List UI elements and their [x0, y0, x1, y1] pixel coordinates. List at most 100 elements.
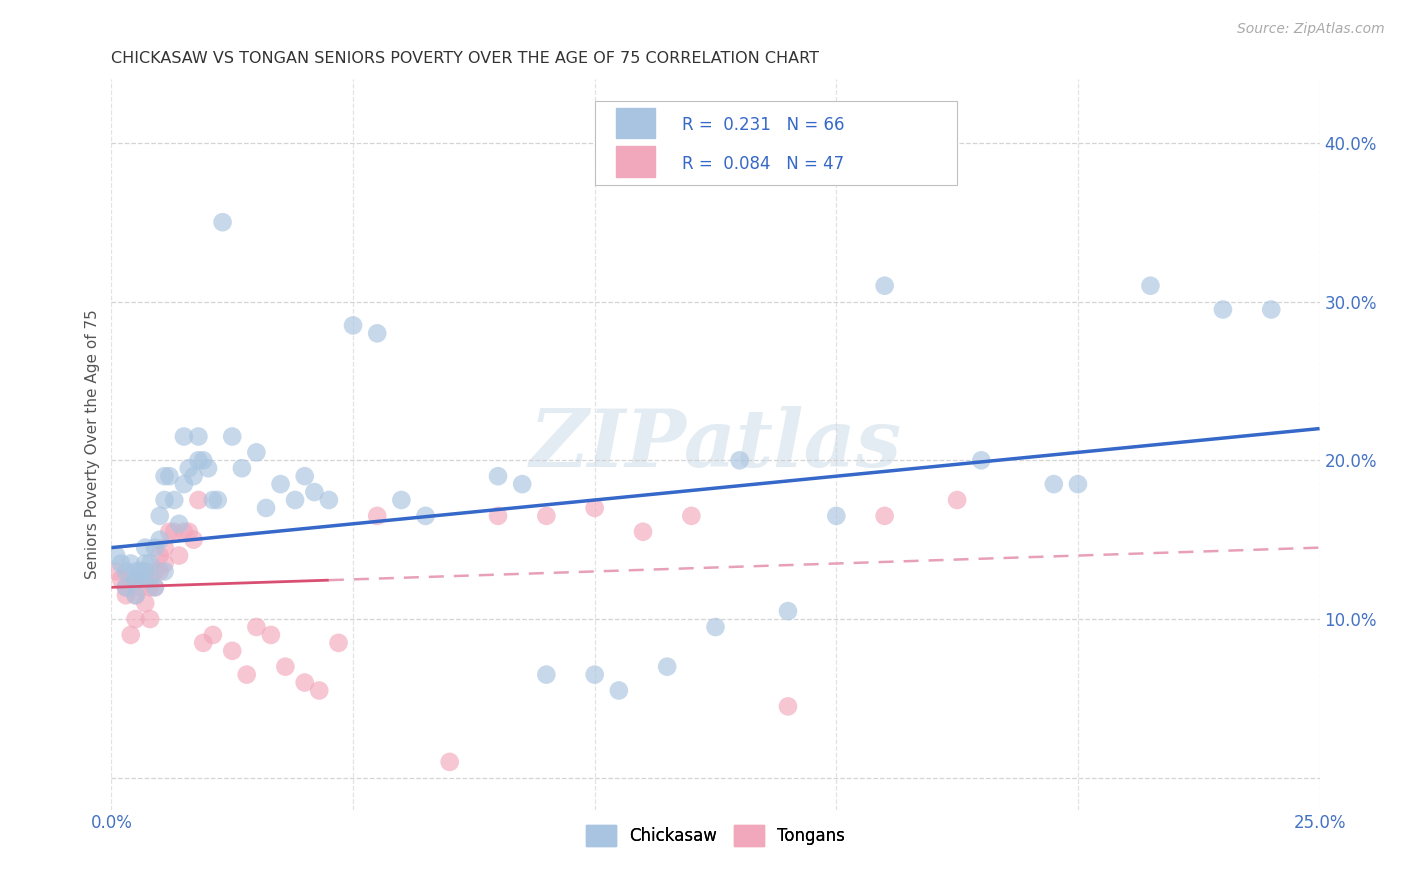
Text: ZIPatlas: ZIPatlas: [530, 406, 901, 483]
Point: [139, 573, 162, 587]
Point: [260, 628, 283, 642]
Point: [157, 469, 180, 483]
Point: [110, 557, 132, 571]
Point: [1067, 477, 1090, 491]
Point: [486, 508, 509, 523]
Point: [143, 541, 166, 555]
Point: [274, 659, 297, 673]
Point: [173, 477, 195, 491]
Point: [825, 508, 848, 523]
Point: [120, 573, 142, 587]
Point: [163, 493, 186, 508]
Point: [105, 565, 128, 579]
Point: [115, 588, 138, 602]
Point: [328, 636, 350, 650]
Point: [201, 628, 224, 642]
Point: [231, 461, 253, 475]
Point: [149, 533, 172, 547]
Point: [105, 549, 128, 563]
Point: [221, 644, 243, 658]
Text: R =  0.084   N = 47: R = 0.084 N = 47: [682, 155, 844, 173]
Point: [167, 516, 190, 531]
Point: [173, 429, 195, 443]
Point: [510, 477, 533, 491]
Point: [124, 573, 146, 587]
Point: [1212, 302, 1234, 317]
Point: [873, 278, 896, 293]
Point: [149, 508, 172, 523]
Point: [304, 485, 326, 500]
Point: [245, 620, 267, 634]
Point: [139, 580, 162, 594]
Point: [177, 461, 200, 475]
Point: [201, 493, 224, 508]
Point: [607, 683, 630, 698]
Point: [124, 588, 146, 602]
Point: [124, 565, 146, 579]
Point: [139, 612, 162, 626]
Point: [193, 453, 215, 467]
Point: [153, 541, 176, 555]
Point: [536, 667, 558, 681]
Point: [704, 620, 727, 634]
Point: [284, 493, 307, 508]
Bar: [616, 146, 655, 177]
Text: Source: ZipAtlas.com: Source: ZipAtlas.com: [1237, 22, 1385, 37]
Point: [197, 461, 219, 475]
Point: [153, 469, 176, 483]
Point: [270, 477, 292, 491]
Point: [1042, 477, 1064, 491]
Point: [294, 469, 316, 483]
Point: [149, 549, 172, 563]
Text: R =  0.231   N = 66: R = 0.231 N = 66: [682, 116, 844, 134]
Point: [308, 683, 330, 698]
Point: [134, 557, 156, 571]
Point: [149, 565, 172, 579]
Point: [342, 318, 364, 333]
Point: [153, 493, 176, 508]
Point: [187, 429, 209, 443]
Point: [143, 580, 166, 594]
Point: [536, 508, 558, 523]
Point: [389, 493, 412, 508]
Point: [129, 565, 152, 579]
Point: [946, 493, 969, 508]
Bar: [616, 108, 655, 138]
Point: [415, 508, 437, 523]
Point: [1139, 278, 1161, 293]
Point: [583, 667, 606, 681]
Point: [120, 557, 142, 571]
Point: [134, 596, 156, 610]
Point: [366, 326, 388, 341]
Point: [110, 573, 132, 587]
Point: [245, 445, 267, 459]
Point: [163, 524, 186, 539]
FancyBboxPatch shape: [595, 102, 957, 186]
Point: [294, 675, 316, 690]
Point: [115, 580, 138, 594]
Point: [254, 500, 277, 515]
Point: [187, 493, 209, 508]
Point: [207, 493, 229, 508]
Point: [157, 524, 180, 539]
Point: [366, 508, 388, 523]
Point: [221, 429, 243, 443]
Point: [657, 659, 679, 673]
Point: [728, 453, 751, 467]
Point: [873, 508, 896, 523]
Point: [124, 588, 146, 602]
Point: [134, 541, 156, 555]
Point: [153, 565, 176, 579]
Point: [115, 580, 138, 594]
Point: [631, 524, 654, 539]
Legend: Chickasaw, Tongans: Chickasaw, Tongans: [579, 819, 852, 853]
Point: [970, 453, 993, 467]
Point: [681, 508, 703, 523]
Point: [776, 699, 799, 714]
Point: [1260, 302, 1282, 317]
Point: [183, 469, 205, 483]
Y-axis label: Seniors Poverty Over the Age of 75: Seniors Poverty Over the Age of 75: [86, 310, 100, 579]
Point: [134, 565, 156, 579]
Point: [486, 469, 509, 483]
Text: CHICKASAW VS TONGAN SENIORS POVERTY OVER THE AGE OF 75 CORRELATION CHART: CHICKASAW VS TONGAN SENIORS POVERTY OVER…: [111, 51, 820, 66]
